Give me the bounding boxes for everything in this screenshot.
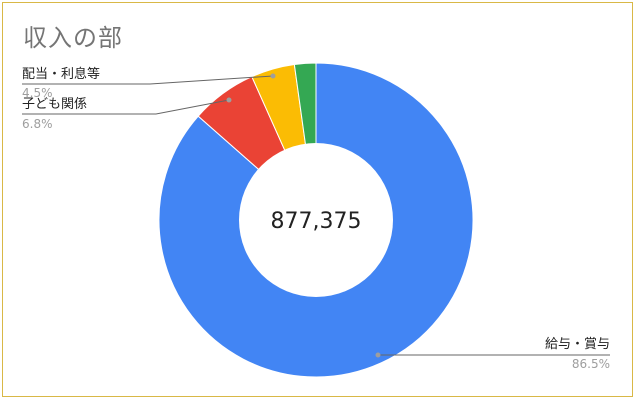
slice-percent-dividends: 4.5%	[22, 86, 53, 100]
slice-salary	[158, 62, 474, 378]
slice-percent-salary: 86.5%	[572, 357, 610, 371]
slice-percent-children: 6.8%	[22, 117, 53, 131]
leader-dot-salary	[375, 352, 381, 358]
leader-dot-children	[226, 97, 232, 103]
leader-dot-dividends	[270, 73, 276, 79]
leader-line-children	[22, 99, 230, 115]
center-total: 877,375	[271, 209, 362, 234]
slice-label-children: 子ども関係	[22, 97, 87, 112]
slice-label-salary: 給与・賞与	[545, 337, 610, 352]
leader-line-dividends	[22, 75, 274, 85]
slice-label-dividends: 配当・利息等	[22, 66, 100, 82]
donut-hole	[239, 143, 393, 297]
chart-title: 収入の部	[23, 24, 123, 52]
